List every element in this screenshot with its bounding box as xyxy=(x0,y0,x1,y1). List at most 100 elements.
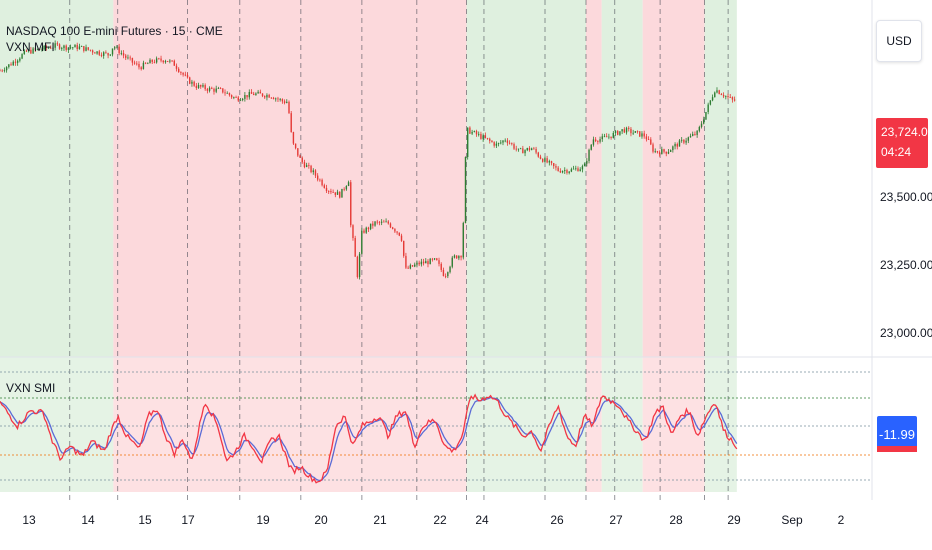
candle-body xyxy=(239,99,242,101)
candle-body xyxy=(206,89,209,91)
candle-body xyxy=(160,58,162,61)
candle-body xyxy=(398,232,401,236)
candle-body xyxy=(91,50,94,53)
symbol-title[interactable]: NASDAQ 100 E-mini Futures · 15 · CME xyxy=(6,24,223,38)
candle-body xyxy=(365,227,367,233)
candle-body xyxy=(65,45,67,50)
candle-body xyxy=(339,191,341,198)
candle-body xyxy=(513,144,515,149)
candle-body xyxy=(594,139,597,142)
candle-body xyxy=(559,170,562,173)
zone-green xyxy=(704,356,737,492)
date-axis-label: 26 xyxy=(550,513,564,527)
candle-body xyxy=(705,111,707,120)
candle-body xyxy=(27,49,30,52)
candle-body xyxy=(665,151,667,154)
candle-body xyxy=(667,151,670,154)
candle-body xyxy=(391,227,394,229)
candle-body xyxy=(215,88,217,92)
candle-body xyxy=(279,99,281,100)
candle-body xyxy=(332,192,334,193)
candle-body xyxy=(125,55,127,58)
candle-body xyxy=(63,45,65,49)
candle-body xyxy=(21,54,23,59)
candle-body xyxy=(363,230,365,233)
currency-selector[interactable]: USD xyxy=(876,20,922,62)
candle-body xyxy=(557,167,559,171)
candle-body xyxy=(555,166,557,168)
candle-body xyxy=(191,81,193,84)
candle-body xyxy=(96,51,98,54)
candle-body xyxy=(661,149,663,155)
candle-body xyxy=(539,156,542,159)
candle-body xyxy=(224,92,226,94)
candle-body xyxy=(709,100,712,105)
candle-body xyxy=(52,47,54,49)
indicator-label-mfi[interactable]: VXN MFI xyxy=(6,40,55,54)
candle-body xyxy=(25,50,28,52)
candle-body xyxy=(689,135,692,138)
candle-body xyxy=(118,46,120,54)
candle-body xyxy=(636,131,639,132)
candle-body xyxy=(497,143,500,144)
candle-body xyxy=(312,170,314,173)
candle-body xyxy=(372,223,374,226)
candle-body xyxy=(455,255,458,259)
candle-body xyxy=(597,141,599,142)
candle-body xyxy=(345,185,348,190)
candle-body xyxy=(623,129,626,133)
candle-body xyxy=(672,146,674,151)
candle-body xyxy=(639,131,641,137)
candle-body xyxy=(733,99,736,101)
date-axis-label: 24 xyxy=(475,513,489,527)
candle-body xyxy=(676,144,678,147)
candle-body xyxy=(663,149,665,152)
candle-body xyxy=(524,150,526,154)
candle-body xyxy=(698,126,701,131)
candle-body xyxy=(707,104,709,112)
oscillator-value-tag: -11.99 xyxy=(877,416,917,452)
candle-body xyxy=(34,48,36,50)
candle-body xyxy=(433,258,436,260)
candle-body xyxy=(180,72,182,73)
candle-body xyxy=(111,48,114,55)
zone-green xyxy=(466,356,586,492)
candle-body xyxy=(208,87,211,91)
candle-body xyxy=(230,95,233,98)
candle-body xyxy=(253,93,255,95)
candle-body xyxy=(482,135,484,139)
candle-body xyxy=(643,133,645,137)
candle-body xyxy=(369,223,372,230)
candle-body xyxy=(526,148,528,151)
candle-body xyxy=(522,148,524,154)
candle-body xyxy=(30,49,32,54)
candle-body xyxy=(94,52,96,54)
candle-body xyxy=(10,64,12,66)
candle-body xyxy=(8,64,10,68)
date-axis-label: 21 xyxy=(373,513,387,527)
candle-body xyxy=(577,168,579,172)
candle-body xyxy=(542,158,544,162)
candle-body xyxy=(414,264,416,267)
candle-body xyxy=(619,131,621,135)
candle-body xyxy=(511,143,513,145)
candle-body xyxy=(177,68,180,73)
candle-body xyxy=(356,256,359,278)
candle-body xyxy=(3,70,6,72)
candle-body xyxy=(700,123,703,127)
candle-body xyxy=(138,64,140,68)
candle-body xyxy=(548,161,551,163)
candle-body xyxy=(610,136,612,138)
candle-body xyxy=(444,275,447,277)
indicator-label-smi[interactable]: VXN SMI xyxy=(6,381,56,395)
date-axis-label: 20 xyxy=(314,513,328,527)
candle-body xyxy=(464,157,467,223)
candle-body xyxy=(204,85,206,90)
candle-body xyxy=(583,163,586,167)
candle-body xyxy=(515,148,517,150)
candle-body xyxy=(652,144,654,152)
candle-body xyxy=(502,140,504,143)
candle-body xyxy=(674,144,676,147)
candle-body xyxy=(292,132,295,144)
